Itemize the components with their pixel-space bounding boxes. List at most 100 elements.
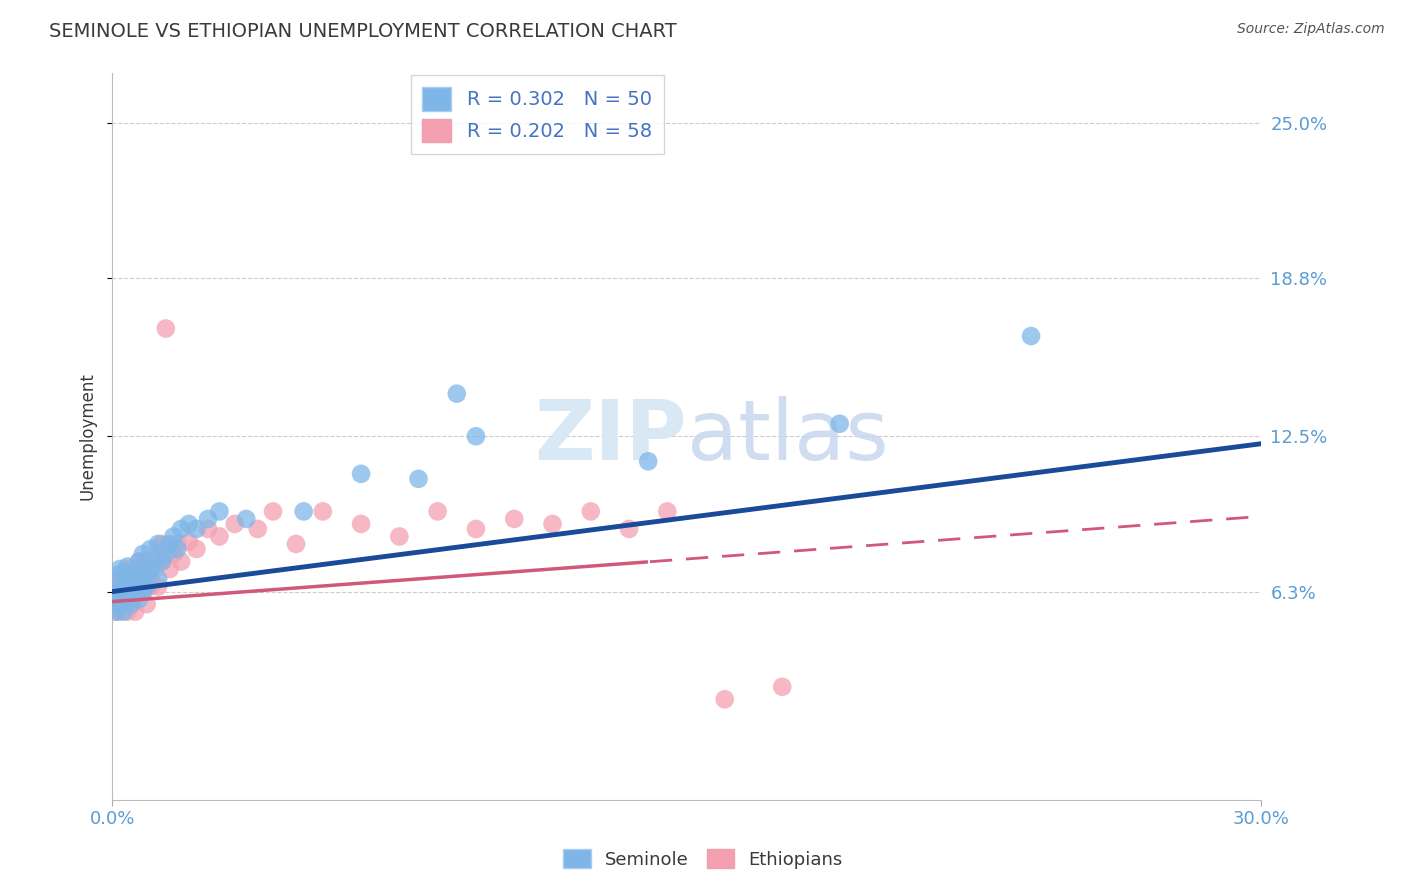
Point: [120, 597, 142, 611]
Point: [155, 547, 177, 561]
Point: [197, 522, 219, 536]
Point: [108, 584, 131, 599]
Point: [135, 580, 157, 594]
Point: [124, 605, 146, 619]
Point: [132, 547, 155, 561]
Point: [105, 605, 128, 619]
Point: [637, 454, 659, 468]
Point: [139, 580, 162, 594]
Point: [828, 417, 851, 431]
Point: [246, 522, 269, 536]
Point: [292, 504, 315, 518]
Point: [117, 592, 139, 607]
Point: [713, 692, 735, 706]
Point: [285, 537, 308, 551]
Point: [117, 580, 139, 594]
Point: [117, 559, 139, 574]
Point: [350, 467, 373, 481]
Point: [112, 605, 135, 619]
Point: [177, 516, 200, 531]
Point: [108, 567, 131, 582]
Text: SEMINOLE VS ETHIOPIAN UNEMPLOYMENT CORRELATION CHART: SEMINOLE VS ETHIOPIAN UNEMPLOYMENT CORRE…: [49, 22, 676, 41]
Point: [128, 572, 150, 586]
Point: [117, 562, 139, 576]
Point: [166, 537, 188, 551]
Legend: Seminole, Ethiopians: Seminole, Ethiopians: [557, 842, 849, 876]
Point: [108, 597, 131, 611]
Point: [617, 522, 640, 536]
Point: [120, 572, 142, 586]
Point: [105, 580, 128, 594]
Point: [108, 605, 131, 619]
Point: [117, 572, 139, 586]
Point: [148, 537, 170, 551]
Point: [105, 580, 128, 594]
Point: [135, 555, 157, 569]
Text: atlas: atlas: [686, 396, 889, 476]
Point: [120, 567, 142, 582]
Point: [124, 580, 146, 594]
Point: [105, 592, 128, 607]
Point: [465, 429, 488, 443]
Point: [159, 562, 181, 576]
Point: [155, 321, 177, 335]
Point: [150, 555, 173, 569]
Point: [148, 580, 170, 594]
Point: [112, 580, 135, 594]
Point: [208, 529, 231, 543]
Point: [503, 512, 526, 526]
Point: [108, 587, 131, 601]
Point: [426, 504, 449, 518]
Point: [135, 597, 157, 611]
Point: [150, 555, 173, 569]
Point: [105, 592, 128, 607]
Point: [120, 592, 142, 607]
Point: [117, 605, 139, 619]
Point: [128, 555, 150, 569]
Point: [108, 597, 131, 611]
Point: [128, 592, 150, 607]
Point: [235, 512, 257, 526]
Point: [120, 597, 142, 611]
Point: [139, 572, 162, 586]
Point: [770, 680, 793, 694]
Point: [139, 541, 162, 556]
Point: [162, 529, 184, 543]
Point: [162, 547, 184, 561]
Point: [143, 562, 166, 576]
Point: [408, 472, 430, 486]
Point: [105, 605, 128, 619]
Point: [124, 562, 146, 576]
Point: [262, 504, 284, 518]
Point: [139, 562, 162, 576]
Point: [541, 516, 564, 531]
Point: [197, 512, 219, 526]
Point: [105, 597, 128, 611]
Point: [108, 562, 131, 576]
Point: [312, 504, 335, 518]
Point: [224, 516, 246, 531]
Point: [186, 522, 208, 536]
Legend: R = 0.302   N = 50, R = 0.202   N = 58: R = 0.302 N = 50, R = 0.202 N = 58: [411, 76, 664, 154]
Point: [132, 567, 155, 582]
Point: [112, 567, 135, 582]
Point: [124, 584, 146, 599]
Y-axis label: Unemployment: Unemployment: [79, 372, 96, 500]
Text: ZIP: ZIP: [534, 396, 686, 476]
Point: [150, 537, 173, 551]
Point: [143, 555, 166, 569]
Point: [170, 522, 193, 536]
Point: [657, 504, 679, 518]
Point: [208, 504, 231, 518]
Point: [148, 572, 170, 586]
Point: [124, 567, 146, 582]
Point: [166, 541, 188, 556]
Point: [128, 555, 150, 569]
Point: [128, 572, 150, 586]
Point: [132, 584, 155, 599]
Point: [388, 529, 411, 543]
Point: [135, 567, 157, 582]
Point: [186, 541, 208, 556]
Point: [132, 584, 155, 599]
Point: [112, 592, 135, 607]
